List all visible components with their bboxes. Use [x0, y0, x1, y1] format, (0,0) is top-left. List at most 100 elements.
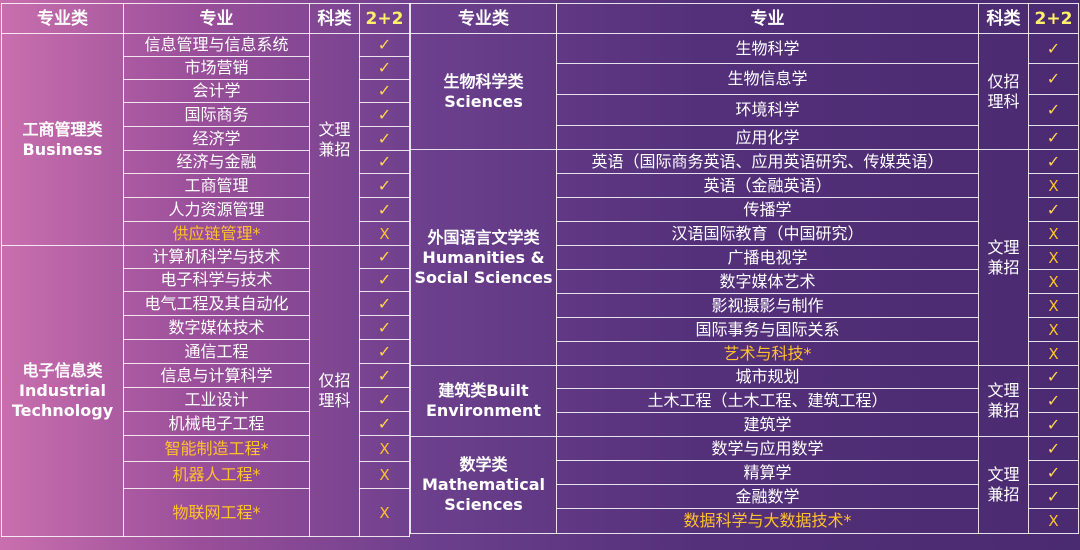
cross-mark: X	[1028, 245, 1079, 270]
check-mark: ✓	[359, 387, 410, 412]
subject-text: 文理兼招	[987, 381, 1020, 420]
cross-mark: X	[1028, 508, 1079, 534]
major-cell: 数字媒体技术	[123, 315, 310, 340]
category-en: Humanities & Social Sciences	[414, 247, 553, 287]
major-cell: 人力资源管理	[123, 197, 310, 222]
two-plus-two-header: 2+2	[359, 3, 410, 34]
left-header-row: 专业类 专业 科类 2+2	[1, 3, 410, 34]
check-mark: ✓	[359, 411, 410, 436]
check-mark: ✓	[1028, 365, 1079, 389]
check-mark: ✓	[359, 79, 410, 103]
table-row: 英语（金融英语） X	[411, 173, 1079, 198]
check-mark: ✓	[1028, 149, 1079, 174]
table-row: 经济与金融 ✓	[2, 150, 410, 174]
cross-mark: X	[359, 461, 410, 489]
check-mark: ✓	[1028, 484, 1079, 509]
major-cell: 机械电子工程	[123, 411, 310, 436]
major-cell: 会计学	[123, 79, 310, 103]
check-mark: ✓	[1028, 197, 1079, 222]
cross-mark: X	[1028, 221, 1079, 246]
category-en: Sciences	[444, 91, 523, 111]
major-cell: 传播学	[556, 197, 979, 222]
category-en: Business	[22, 139, 103, 159]
check-mark: ✓	[1028, 63, 1079, 95]
check-mark: ✓	[1028, 460, 1079, 485]
subject-text: 仅招理科	[318, 371, 351, 410]
major-cell: 电气工程及其自动化	[123, 291, 310, 316]
table-row: 国际商务 ✓	[2, 102, 410, 127]
cross-mark: X	[1028, 293, 1079, 318]
table-row: 经济学 ✓	[2, 126, 410, 151]
major-cell: 信息管理与信息系统	[123, 33, 310, 57]
cross-mark: X	[359, 221, 410, 246]
table-row: 精算学 ✓	[411, 460, 1079, 485]
major-cell: 环境科学	[556, 94, 979, 126]
major-cell: 精算学	[556, 460, 979, 485]
major-cell: 艺术与科技*	[556, 341, 979, 366]
major-cell: 经济学	[123, 126, 310, 151]
table-row: 电气工程及其自动化 ✓	[2, 291, 410, 316]
check-mark: ✓	[359, 363, 410, 388]
right-table-body: 生物科学类 Sciences 生物科学 仅招理科 ✓ 生物信息学 ✓ 环境科学 ✓ 应用化学 ✓ 外国…	[410, 33, 1079, 534]
major-cell: 供应链管理*	[123, 221, 310, 246]
major-cell: 经济与金融	[123, 150, 310, 174]
cross-mark: X	[1028, 341, 1079, 366]
check-mark: ✓	[359, 173, 410, 198]
category-cn: 外国语言文学类	[427, 227, 540, 247]
table-row: 生物科学类 Sciences 生物科学 仅招理科 ✓	[410, 33, 1079, 150]
category-cell: 建筑类Built Environment	[410, 365, 557, 437]
table-row: 供应链管理* X	[2, 221, 410, 246]
check-mark: ✓	[359, 339, 410, 364]
table-row: 人力资源管理 ✓	[2, 197, 410, 222]
cross-mark: X	[1028, 173, 1079, 198]
major-cell: 英语（金融英语）	[556, 173, 979, 198]
table-row: 土木工程（土木工程、建筑工程） ✓	[411, 388, 1079, 413]
major-cell: 市场营销	[123, 56, 310, 80]
major-cell: 数学与应用数学	[556, 436, 979, 461]
table-row: 汉语国际教育（中国研究） X	[411, 221, 1079, 246]
check-mark: ✓	[359, 150, 410, 174]
subject-text: 仅招理科	[987, 71, 1020, 111]
check-mark: ✓	[359, 126, 410, 151]
major-cell: 土木工程（土木工程、建筑工程）	[556, 388, 979, 413]
check-mark: ✓	[359, 197, 410, 222]
major-cell: 汉语国际教育（中国研究）	[556, 221, 979, 246]
subject-header: 科类	[309, 3, 360, 34]
category-cell: 数学类 Mathematical Sciences	[410, 436, 557, 534]
table-row: 电子科学与技术 ✓	[2, 268, 410, 292]
right-table: 专业类 专业 科类 2+2 生物科学类 Sciences 生物科学 仅招理科 ✓ 生物信息…	[410, 3, 1079, 534]
category-header: 专业类	[410, 3, 557, 34]
major-cell: 影视摄影与制作	[556, 293, 979, 318]
left-table: 专业类 专业 科类 2+2 工商管理类 Business 信息管理与信息系统 文理兼招…	[1, 3, 410, 537]
category-en: Mathematical Sciences	[422, 475, 545, 514]
cross-mark: X	[1028, 317, 1079, 342]
major-cell: 数字媒体艺术	[556, 269, 979, 294]
category-cell: 电子信息类 Industrial Technology	[1, 245, 124, 537]
major-cell: 广播电视学	[556, 245, 979, 270]
category-cn: 电子信息类	[22, 361, 103, 380]
major-cell: 金融数学	[556, 484, 979, 509]
table-row: 外国语言文学类 Humanities & Social Sciences 英语（国际…	[410, 149, 1079, 366]
cross-mark: X	[359, 435, 410, 462]
check-mark: ✓	[1028, 94, 1079, 126]
check-mark: ✓	[359, 315, 410, 340]
major-cell: 国际商务	[123, 102, 310, 127]
check-mark: ✓	[359, 56, 410, 80]
table-row: 数据科学与大数据技术* X	[411, 508, 1079, 534]
table-row: 数学类 Mathematical Sciences 数学与应用数学 文理兼招 ✓	[410, 436, 1079, 534]
major-cell: 机器人工程*	[123, 461, 310, 489]
table-row: 机械电子工程 ✓	[2, 411, 410, 436]
table-row: 工商管理类 Business 信息管理与信息系统 文理兼招 ✓	[1, 33, 410, 246]
subject-cell: 文理兼招	[978, 149, 1029, 366]
table-row: 工商管理 ✓	[2, 173, 410, 198]
table-row: 生物信息学 ✓	[411, 63, 1079, 95]
category-header: 专业类	[1, 3, 124, 34]
cross-mark: X	[1028, 269, 1079, 294]
cross-mark: X	[359, 488, 410, 537]
subject-header: 科类	[978, 3, 1029, 34]
subject-cell: 文理兼招	[978, 436, 1029, 534]
table-row: 建筑类Built Environment 城市规划 文理兼招 ✓	[410, 365, 1079, 437]
category-cell: 工商管理类 Business	[1, 33, 124, 246]
check-mark: ✓	[359, 268, 410, 292]
major-cell: 国际事务与国际关系	[556, 317, 979, 342]
